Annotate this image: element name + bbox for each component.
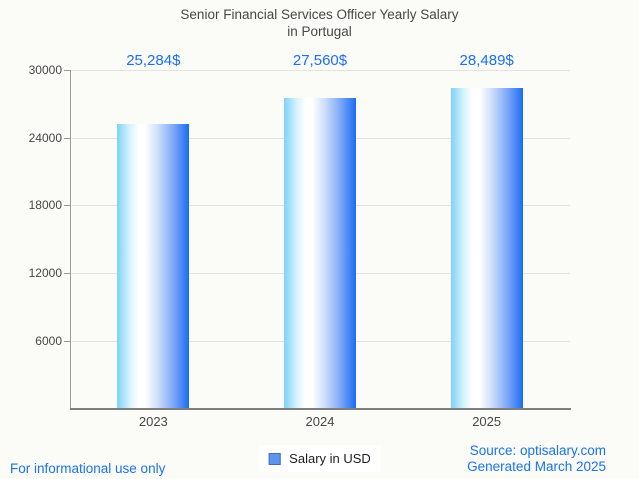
bar-value-label: 28,489$ — [459, 52, 514, 69]
x-axis-line — [70, 408, 571, 410]
generated-date: Generated March 2025 — [467, 459, 606, 474]
source-block: Source: optisalary.com Generated March 2… — [467, 443, 606, 475]
chart-title-line2: in Portugal — [287, 24, 352, 39]
y-tick-label: 6000 — [35, 333, 62, 348]
bar-2023 — [117, 123, 190, 409]
y-tick-mark — [64, 340, 70, 342]
x-tick-label: 2024 — [305, 414, 335, 429]
y-tick-mark — [64, 137, 70, 139]
bar-2025 — [450, 87, 523, 409]
chart-title: Senior Financial Services Officer Yearly… — [0, 6, 639, 40]
x-tick-label: 2025 — [472, 414, 502, 429]
bar-value-label: 25,284$ — [126, 52, 181, 69]
plot-area — [70, 70, 570, 409]
source-link[interactable]: Source: optisalary.com — [469, 443, 606, 458]
y-tick-label: 12000 — [28, 266, 62, 281]
legend: Salary in USD — [258, 445, 381, 472]
bar-value-label: 27,560$ — [292, 52, 348, 69]
y-tick-label: 18000 — [28, 198, 62, 213]
chart-title-line1: Senior Financial Services Officer Yearly… — [180, 7, 459, 22]
y-axis-line — [70, 70, 71, 409]
y-tick-label: 24000 — [28, 130, 62, 145]
x-tick-label: 2023 — [138, 414, 168, 429]
y-tick-mark — [64, 70, 70, 71]
bar-2024 — [284, 98, 356, 409]
gridline — [70, 70, 570, 71]
legend-swatch-icon — [268, 452, 281, 465]
disclaimer-text: For informational use only — [10, 461, 166, 476]
y-tick-label: 30000 — [28, 63, 62, 77]
legend-label: Salary in USD — [289, 451, 371, 466]
y-tick-mark — [64, 205, 70, 207]
y-tick-mark — [64, 273, 70, 275]
